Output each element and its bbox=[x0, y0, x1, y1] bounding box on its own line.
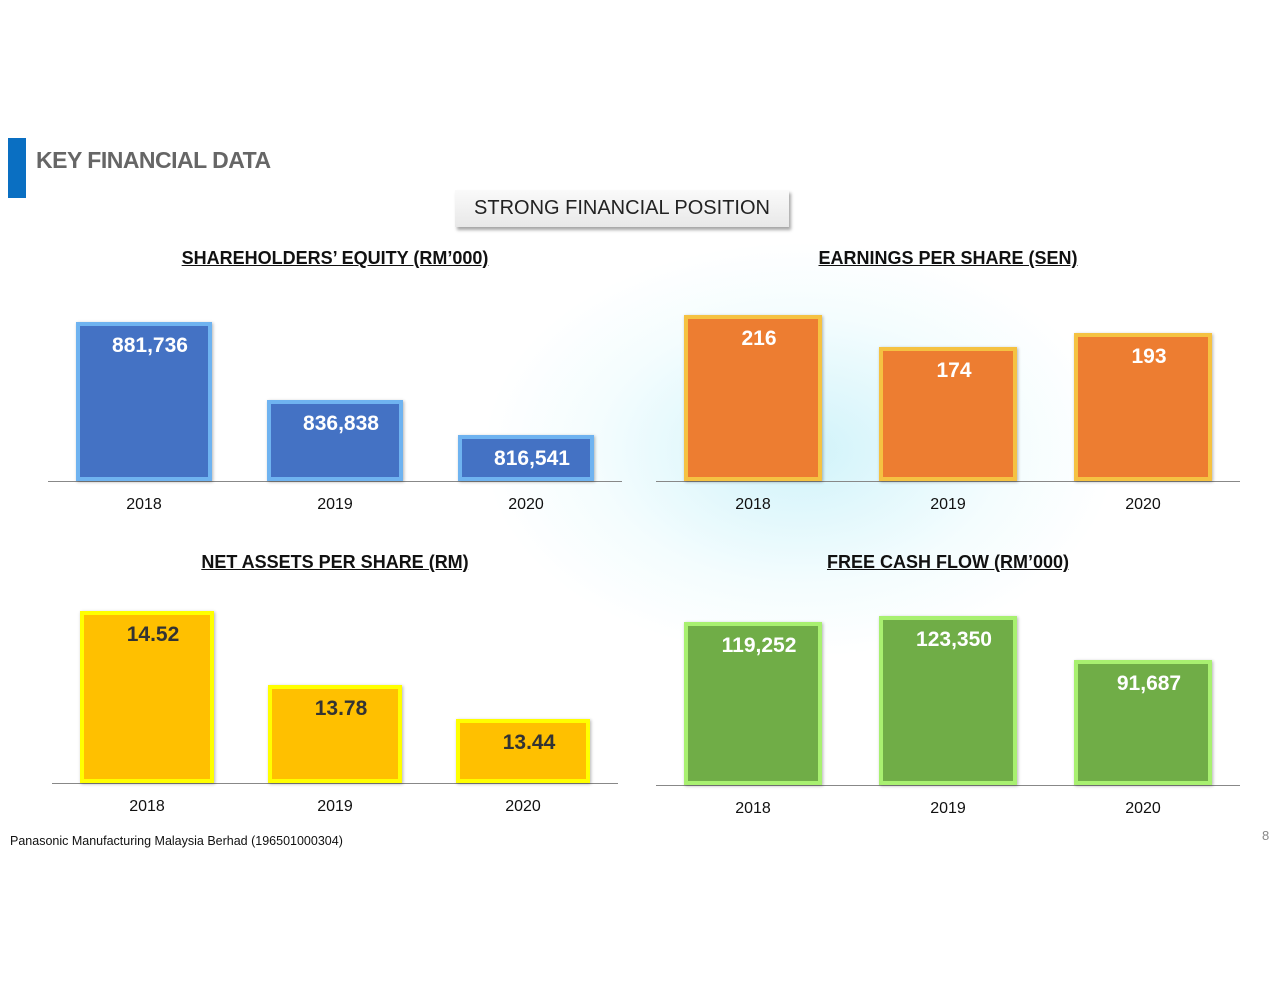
banner-strong-financial-position: STRONG FINANCIAL POSITION bbox=[455, 190, 789, 227]
earnings-per-share-title: EARNINGS PER SHARE (SEN) bbox=[818, 248, 1078, 268]
page-title: KEY FINANCIAL DATA bbox=[36, 147, 271, 173]
earnings-per-share-category-label: 2019 bbox=[930, 496, 966, 513]
free-cash-flow-value-label: 123,350 bbox=[916, 628, 992, 652]
free-cash-flow-bar-2018 bbox=[684, 621, 822, 785]
free-cash-flow-title: FREE CASH FLOW (RM’000) bbox=[826, 552, 1070, 572]
free-cash-flow-category-label: 2019 bbox=[930, 800, 966, 817]
earnings-per-share-value-label: 216 bbox=[741, 327, 777, 351]
shareholders-equity-bar-2018 bbox=[76, 321, 212, 481]
shareholders-equity-bar-2019 bbox=[267, 399, 403, 481]
net-assets-per-share-value-label: 14.52 bbox=[126, 623, 180, 646]
free-cash-flow-bar-2020 bbox=[1074, 659, 1212, 785]
earnings-per-share-bar-2019 bbox=[879, 347, 1017, 481]
earnings-per-share-value-label: 193 bbox=[1131, 344, 1167, 368]
free-cash-flow-category-label: 2020 bbox=[1125, 800, 1161, 817]
earnings-per-share-bar-2018 bbox=[684, 315, 822, 481]
net-assets-per-share-category-label: 2018 bbox=[129, 798, 165, 815]
footer-company: Panasonic Manufacturing Malaysia Berhad … bbox=[10, 834, 343, 848]
free-cash-flow-value-label: 91,687 bbox=[1116, 671, 1182, 695]
free-cash-flow-category-label: 2018 bbox=[735, 800, 771, 817]
earnings-per-share-category-label: 2018 bbox=[735, 496, 771, 513]
earnings-per-share-axis bbox=[656, 481, 1240, 482]
net-assets-per-share-value-label: 13.44 bbox=[502, 731, 556, 754]
net-assets-per-share-title: NET ASSETS PER SHARE (RM) bbox=[201, 552, 469, 572]
page-number: 8 bbox=[1262, 828, 1270, 843]
net-assets-per-share-category-label: 2020 bbox=[505, 798, 541, 815]
earnings-per-share-bar-2020 bbox=[1074, 332, 1212, 481]
net-assets-per-share-axis bbox=[52, 783, 618, 784]
shareholders-equity-value-label: 836,838 bbox=[303, 411, 379, 435]
shareholders-equity-axis bbox=[48, 481, 622, 482]
shareholders-equity-category-label: 2019 bbox=[317, 496, 353, 513]
shareholders-equity-value-label: 816,541 bbox=[494, 446, 570, 470]
title-accent-bar bbox=[8, 138, 26, 198]
earnings-per-share-value-label: 174 bbox=[936, 359, 972, 383]
free-cash-flow-axis bbox=[656, 785, 1240, 786]
net-assets-per-share-category-label: 2019 bbox=[317, 798, 353, 815]
shareholders-equity-category-label: 2018 bbox=[126, 496, 162, 513]
net-assets-per-share-bar-2019 bbox=[268, 685, 402, 783]
shareholders-equity-category-label: 2020 bbox=[508, 496, 544, 513]
free-cash-flow-bar-2019 bbox=[879, 616, 1017, 785]
net-assets-per-share-value-label: 13.78 bbox=[314, 697, 368, 720]
free-cash-flow-value-label: 119,252 bbox=[721, 633, 797, 657]
net-assets-per-share-bar-2020 bbox=[456, 719, 590, 783]
net-assets-per-share-bar-2018 bbox=[80, 611, 214, 783]
shareholders-equity-title: SHAREHOLDERS’ EQUITY (RM’000) bbox=[181, 248, 489, 268]
shareholders-equity-value-label: 881,736 bbox=[112, 333, 188, 357]
earnings-per-share-category-label: 2020 bbox=[1125, 496, 1161, 513]
shareholders-equity-bar-2020 bbox=[458, 434, 594, 481]
